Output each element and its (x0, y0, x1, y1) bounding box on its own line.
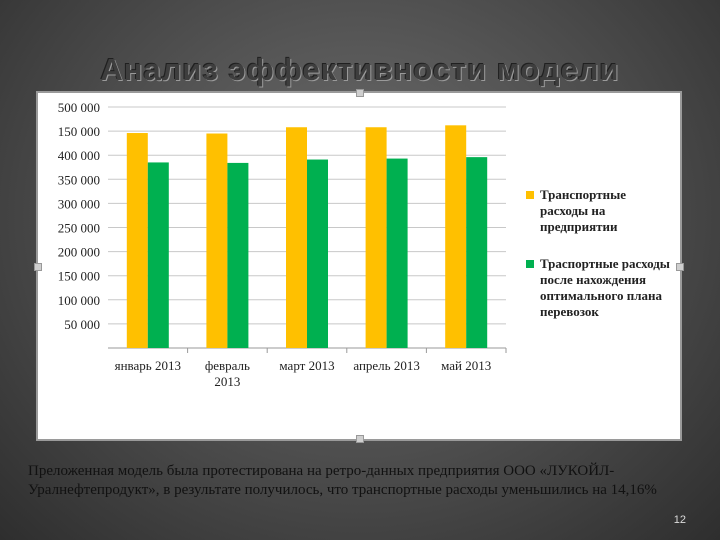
legend-swatch-series-2 (526, 260, 534, 268)
y-tick-label: 50 000 (64, 317, 100, 332)
slide-title: Анализ эффективности модели (100, 52, 620, 87)
x-tick-label: апрель 2013 (353, 358, 420, 373)
bar-series-1-4 (365, 127, 387, 348)
bar-series-1-5 (445, 125, 467, 348)
y-tick-label: 100 000 (58, 293, 100, 308)
y-tick-label: 200 000 (58, 245, 100, 260)
x-tick-label: май 2013 (441, 358, 491, 373)
bar-series-1-2 (206, 133, 228, 348)
bar-series-1-1 (126, 133, 148, 348)
bar-series-2-2 (227, 162, 249, 348)
x-tick-label: март 2013 (279, 358, 334, 373)
slide-caption: Преложенная модель была протестирована н… (28, 463, 657, 498)
legend-label-series-1: Транспортные расходы на предприятии (540, 187, 627, 234)
y-tick-label: 150 000 (58, 269, 100, 284)
resize-handle-right[interactable] (676, 263, 684, 271)
legend-swatch-series-1 (526, 191, 534, 199)
y-tick-label: 150 000 (58, 124, 100, 139)
bar-chart: 500 000 150 000 400 000 350 000 300 000 250 0… (58, 100, 507, 389)
y-tick-label: 350 000 (58, 172, 100, 187)
bar-series-2-4 (386, 158, 408, 348)
bar-series-2-5 (466, 157, 488, 348)
y-tick-label: 500 000 (58, 100, 100, 115)
bar-series-2-3 (307, 159, 328, 348)
x-tick-label: февраль 2013 (205, 358, 250, 389)
page-number: 12 (673, 514, 686, 526)
y-tick-label: 250 000 (58, 221, 100, 236)
legend-label-series-2: Траспортные расходы после нахождения опт… (540, 256, 670, 319)
resize-handle-top[interactable] (356, 89, 364, 97)
y-tick-label: 300 000 (58, 196, 100, 211)
bar-series-2-1 (147, 162, 169, 348)
x-tick-label: январь 2013 (115, 358, 181, 373)
bar-series-1-3 (286, 127, 307, 348)
resize-handle-left[interactable] (34, 263, 42, 271)
chart-frame[interactable]: 500 000 150 000 400 000 350 000 300 000 250 0… (34, 89, 684, 443)
resize-handle-bottom[interactable] (356, 435, 364, 443)
y-tick-label: 400 000 (58, 148, 100, 163)
